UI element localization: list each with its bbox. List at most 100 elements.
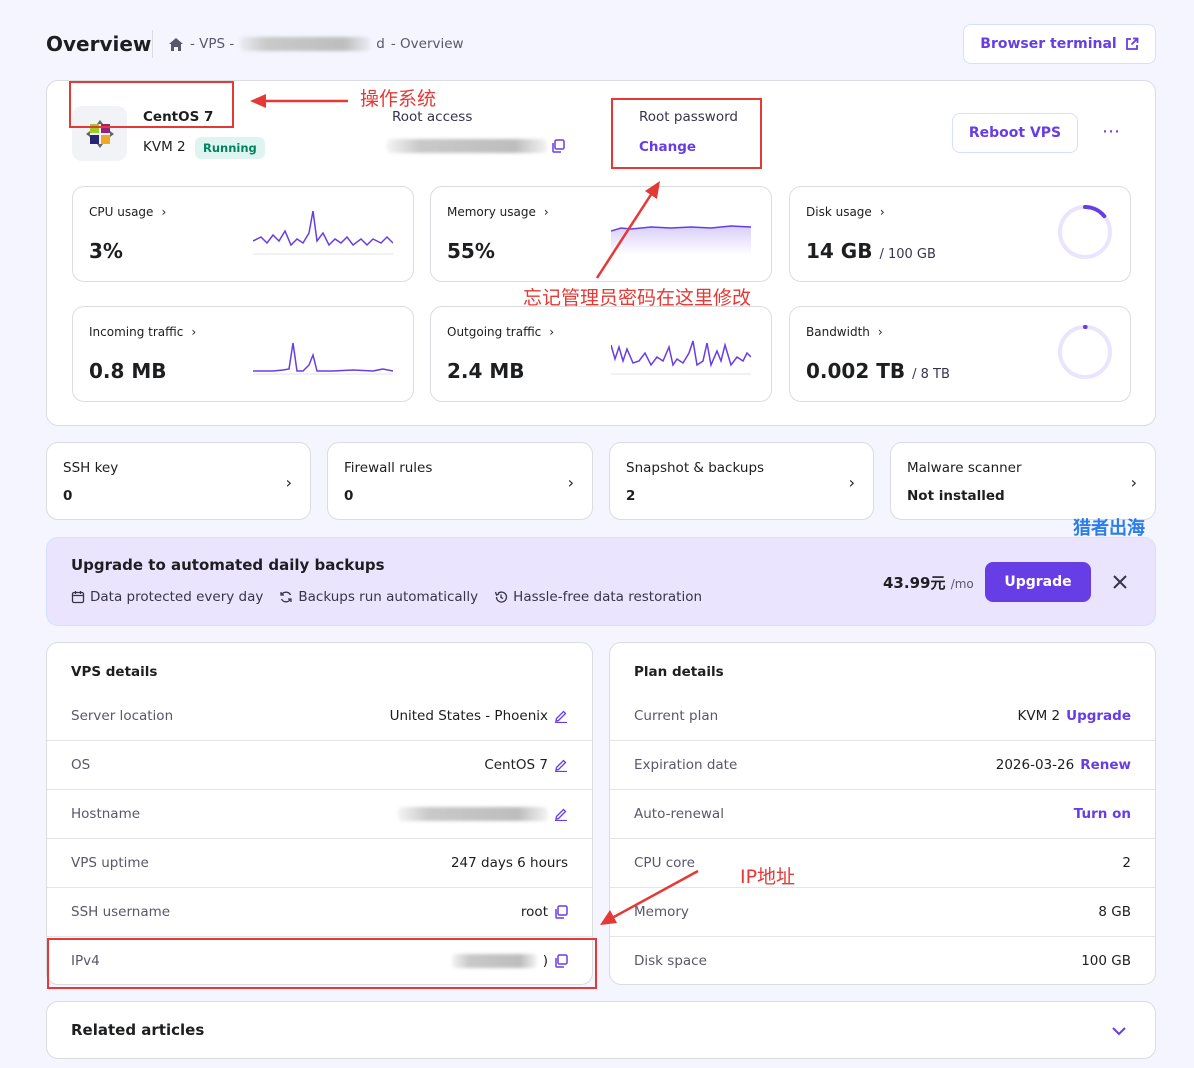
chevron-right-icon: › (877, 325, 883, 339)
chevron-right-icon: › (161, 205, 167, 219)
root-password-label: Root password (639, 109, 738, 125)
plan-details-title: Plan details (634, 664, 724, 680)
copy-icon[interactable] (554, 905, 568, 919)
detail-row-os: OS CentOS 7 (47, 740, 592, 789)
disk-usage-value: 14 GB / 100 GB (806, 239, 936, 263)
os-logo (72, 106, 127, 161)
related-articles-title: Related articles (71, 1021, 205, 1039)
restore-icon (495, 591, 508, 603)
copy-icon[interactable] (551, 139, 565, 153)
chevron-down-icon[interactable] (1112, 1026, 1126, 1036)
os-name: CentOS 7 (143, 109, 214, 125)
bandwidth-ring (1058, 325, 1112, 379)
reboot-vps-button[interactable]: Reboot VPS (952, 113, 1078, 153)
edit-icon[interactable] (554, 807, 568, 821)
memory-usage-value: 55% (447, 239, 495, 263)
edit-icon[interactable] (554, 758, 568, 772)
feature-automatic: Backups run automatically (279, 589, 478, 605)
disk-usage-card[interactable]: Disk usage › 14 GB / 100 GB (789, 186, 1131, 282)
feature-restore: Hassle-free data restoration (494, 589, 702, 605)
memory-usage-card[interactable]: Memory usage › 55% (430, 186, 772, 282)
cpu-usage-card[interactable]: CPU usage › 3% (72, 186, 414, 282)
snapshot-backups-count: 2 (626, 488, 636, 504)
malware-scanner-tile[interactable]: Malware scanner Not installed › (890, 442, 1156, 520)
ssh-key-tile[interactable]: SSH key 0 › (46, 442, 311, 520)
plan-row-expiration: Expiration date 2026-03-26 Renew (610, 740, 1155, 789)
bandwidth-card[interactable]: Bandwidth › 0.002 TB / 8 TB (789, 306, 1131, 402)
cpu-usage-value: 3% (89, 239, 123, 263)
ssh-key-count: 0 (63, 488, 73, 504)
incoming-traffic-label: Incoming traffic › (89, 325, 197, 339)
detail-row-hostname: Hostname (47, 789, 592, 838)
breadcrumb-overview: - Overview (390, 36, 464, 52)
plan-name: KVM 2 (143, 139, 186, 155)
disk-usage-ring (1058, 205, 1112, 259)
outgoing-traffic-card[interactable]: Outgoing traffic › 2.4 MB (430, 306, 772, 402)
centos-logo-icon (85, 119, 114, 148)
plan-details-card: Plan details Current plan KVM 2 Upgrade E… (609, 642, 1156, 985)
annotation-box-os (69, 81, 234, 128)
plan-row-memory: Memory 8 GB (610, 887, 1155, 936)
detail-row-uptime: VPS uptime 247 days 6 hours (47, 838, 592, 887)
browser-terminal-label: Browser terminal (980, 36, 1117, 52)
chevron-right-icon: › (549, 325, 555, 339)
cpu-usage-label: CPU usage › (89, 205, 167, 219)
related-articles-card[interactable]: Related articles (46, 1001, 1156, 1059)
renew-link[interactable]: Renew (1080, 757, 1131, 773)
turn-on-link[interactable]: Turn on (1073, 806, 1131, 822)
annotation-box-password (611, 98, 762, 169)
feature-daily: Data protected every day (71, 589, 263, 605)
refresh-icon (280, 591, 293, 603)
close-icon[interactable] (1113, 575, 1127, 589)
plan-row-auto-renewal: Auto-renewal Turn on (610, 789, 1155, 838)
annotation-password: 忘记管理员密码在这里修改 (523, 287, 752, 309)
upgrade-link[interactable]: Upgrade (1066, 707, 1131, 724)
ssh-key-title: SSH key (63, 460, 119, 476)
upgrade-banner: Upgrade to automated daily backups Data … (46, 537, 1156, 626)
annotation-box-ipv4 (47, 938, 597, 989)
chevron-right-icon: › (285, 473, 292, 492)
bandwidth-value: 0.002 TB / 8 TB (806, 359, 950, 383)
breadcrumb: - VPS - d - Overview (168, 36, 464, 52)
root-access-value (387, 139, 565, 153)
upgrade-banner-title: Upgrade to automated daily backups (71, 556, 385, 574)
edit-icon[interactable] (554, 709, 568, 723)
annotation-ip: IP地址 (740, 866, 796, 888)
browser-terminal-button[interactable]: Browser terminal (963, 24, 1156, 64)
redacted-hostname (398, 807, 548, 821)
vps-details-title: VPS details (71, 664, 158, 680)
firewall-rules-tile[interactable]: Firewall rules 0 › (327, 442, 593, 520)
snapshot-backups-tile[interactable]: Snapshot & backups 2 › (609, 442, 874, 520)
upgrade-features: Data protected every day Backups run aut… (71, 589, 702, 605)
plan-row-current: Current plan KVM 2 Upgrade (634, 707, 1131, 724)
outgoing-traffic-label: Outgoing traffic › (447, 325, 555, 339)
calendar-icon (71, 591, 85, 604)
plan-row-cpu: CPU core 2 (610, 838, 1155, 887)
firewall-rules-count: 0 (344, 488, 354, 504)
copy-icon[interactable] (554, 954, 568, 968)
bandwidth-label: Bandwidth › (806, 325, 883, 339)
chevron-right-icon: › (879, 205, 885, 219)
upgrade-button[interactable]: Upgrade (985, 562, 1091, 602)
incoming-traffic-card[interactable]: Incoming traffic › 0.8 MB (72, 306, 414, 402)
snapshot-backups-title: Snapshot & backups (626, 460, 765, 476)
annotation-os: 操作系统 (360, 88, 437, 110)
change-password-link[interactable]: Change (639, 139, 697, 155)
malware-scanner-title: Malware scanner (907, 460, 1022, 476)
breadcrumb-vps[interactable]: - VPS - (190, 36, 235, 52)
server-overview-card: CentOS 7 KVM 2 Running Root access Root … (46, 80, 1156, 426)
chevron-right-icon: › (1130, 473, 1137, 492)
vps-details-card: VPS details Server location United State… (46, 642, 593, 985)
chevron-right-icon: › (848, 473, 855, 492)
redacted-hostname (240, 37, 371, 51)
chevron-right-icon: › (567, 473, 574, 492)
cpu-sparkline (253, 211, 393, 255)
chevron-right-icon: › (543, 205, 549, 219)
firewall-rules-title: Firewall rules (344, 460, 433, 476)
header-divider (152, 30, 153, 58)
more-options-button[interactable]: ⋯ (1102, 121, 1120, 142)
home-icon[interactable] (168, 37, 184, 52)
upgrade-price: 43.99元 /mo (883, 574, 974, 592)
watermark: 猎者出海 (1073, 518, 1145, 539)
